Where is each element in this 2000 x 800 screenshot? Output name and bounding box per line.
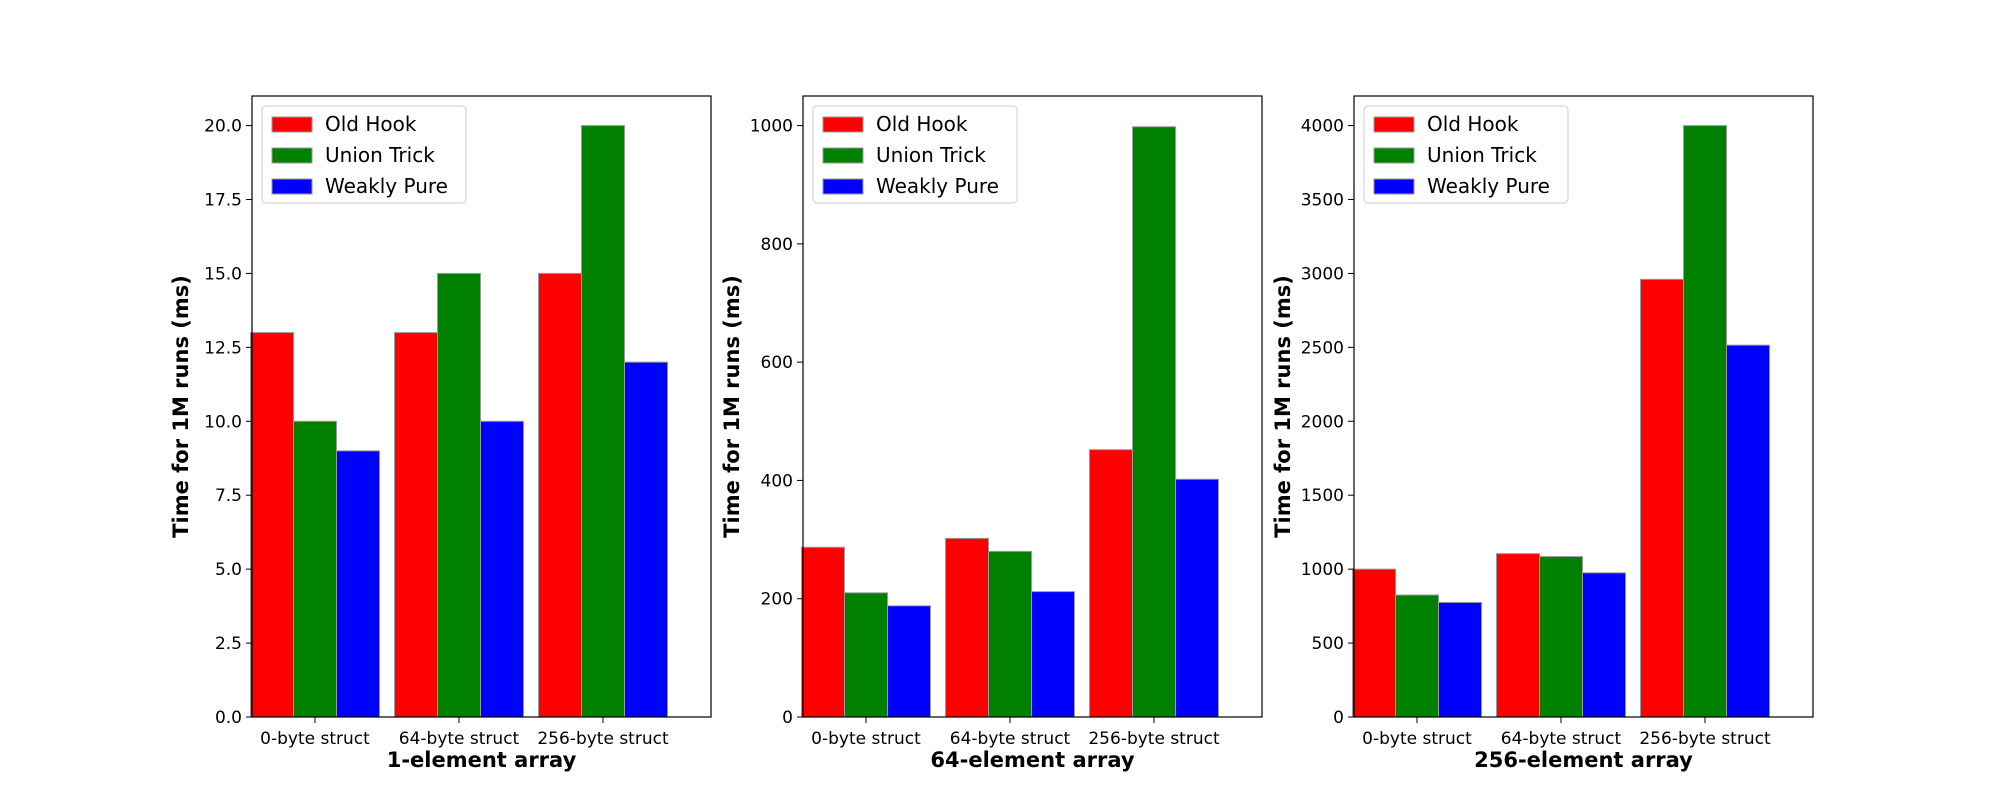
bar-old-hook-1 <box>250 332 294 718</box>
legend-entry: Old Hook <box>325 112 417 136</box>
y-tick-label: 0.0 <box>215 708 242 728</box>
y-tick-label: 1000 <box>750 117 793 137</box>
bar-old-hook-3 <box>538 272 582 718</box>
y-tick-label: 1000 <box>1301 560 1344 580</box>
y-tick-label: 200 <box>761 590 793 610</box>
legend-swatch <box>1373 178 1415 195</box>
y-tick-label: 17.5 <box>204 191 242 211</box>
axes-frame <box>251 95 712 718</box>
bar-weakly-pure-1 <box>336 450 380 718</box>
y-tick-label: 5.0 <box>215 560 242 580</box>
y-tick-label: 2.5 <box>215 634 242 654</box>
bar-weakly-pure-1 <box>1438 601 1482 718</box>
subplot-2: 0-byte struct 64-byte struct 256-byte stru… <box>720 95 1263 772</box>
subplot-1: 0-byte struct 64-byte struct 256-byte stru… <box>169 95 712 772</box>
bar-weakly-pure-3 <box>1726 344 1770 718</box>
x-tick-label: 64-byte struct <box>1501 729 1622 749</box>
y-axis-label: Time for 1M runs (ms) <box>1271 275 1295 538</box>
legend-entry: Old Hook <box>876 112 968 136</box>
x-axis-label: 64-element array <box>930 748 1134 772</box>
legend-swatch <box>271 147 313 164</box>
bar-weakly-pure-2 <box>1582 572 1626 718</box>
x-tick-label: 256-byte struct <box>537 729 669 749</box>
legend-entry: Union Trick <box>1427 143 1537 167</box>
bar-old-hook-1 <box>801 546 845 718</box>
x-axis-label: 256-element array <box>1474 748 1693 772</box>
legend-swatch <box>271 178 313 195</box>
x-tick-label: 64-byte struct <box>950 729 1071 749</box>
x-tick-label: 256-byte struct <box>1639 729 1771 749</box>
legend-swatch <box>1373 147 1415 164</box>
legend-entry: Weakly Pure <box>325 174 448 198</box>
y-tick-label: 500 <box>1312 634 1344 654</box>
y-tick-label: 2500 <box>1301 338 1344 358</box>
legend: Old Hook Union Trick Weakly Pure <box>812 105 1018 204</box>
x-tick-label: 64-byte struct <box>399 729 520 749</box>
y-tick-label: 3000 <box>1301 264 1344 284</box>
subplot-3: 0-byte struct 64-byte struct 256-byte stru… <box>1271 95 1814 772</box>
y-tick-label: 600 <box>761 353 793 373</box>
legend-swatch <box>1373 116 1415 133</box>
x-tick-label: 0-byte struct <box>260 729 370 749</box>
legend-box <box>812 105 1018 204</box>
bar-union-trick-2 <box>1539 556 1583 718</box>
x-tick-label: 0-byte struct <box>1362 729 1472 749</box>
y-axis-label: Time for 1M runs (ms) <box>169 275 193 538</box>
legend-box <box>261 105 467 204</box>
legend-swatch <box>822 178 864 195</box>
bar-union-trick-2 <box>988 550 1032 718</box>
legend-entry: Weakly Pure <box>876 174 999 198</box>
legend-entry: Old Hook <box>1427 112 1519 136</box>
legend: Old Hook Union Trick Weakly Pure <box>261 105 467 204</box>
bar-old-hook-2 <box>945 537 989 718</box>
legend-swatch <box>822 116 864 133</box>
bar-old-hook-2 <box>394 332 438 718</box>
x-tick-label: 0-byte struct <box>811 729 921 749</box>
y-tick-label: 2000 <box>1301 412 1344 432</box>
axes-frame <box>802 95 1263 718</box>
axes-frame <box>1353 95 1814 718</box>
bar-union-trick-1 <box>1395 594 1439 718</box>
legend-entry: Union Trick <box>876 143 986 167</box>
y-axis-label: Time for 1M runs (ms) <box>720 275 744 538</box>
bar-old-hook-2 <box>1496 553 1540 718</box>
bar-union-trick-1 <box>293 420 337 718</box>
x-axis-label: 1-element array <box>387 748 577 772</box>
y-tick-label: 4000 <box>1301 117 1344 137</box>
bar-union-trick-2 <box>437 272 481 718</box>
y-tick-label: 12.5 <box>204 338 242 358</box>
bar-weakly-pure-2 <box>1031 591 1075 718</box>
bar-weakly-pure-1 <box>887 605 931 718</box>
bar-union-trick-1 <box>844 592 888 718</box>
legend: Old Hook Union Trick Weakly Pure <box>1363 105 1569 204</box>
legend-box <box>1363 105 1569 204</box>
y-tick-label: 400 <box>761 471 793 491</box>
bar-old-hook-1 <box>1352 568 1396 718</box>
bar-weakly-pure-3 <box>1175 478 1219 718</box>
y-tick-label: 3500 <box>1301 191 1344 211</box>
bar-union-trick-3 <box>581 125 625 718</box>
y-tick-label: 20.0 <box>204 117 242 137</box>
y-tick-label: 7.5 <box>215 486 242 506</box>
y-tick-label: 0 <box>782 708 793 728</box>
y-tick-label: 1500 <box>1301 486 1344 506</box>
y-tick-label: 10.0 <box>204 412 242 432</box>
x-tick-label: 256-byte struct <box>1088 729 1220 749</box>
bar-old-hook-3 <box>1089 449 1133 718</box>
legend-entry: Union Trick <box>325 143 435 167</box>
legend-swatch <box>271 116 313 133</box>
y-tick-label: 15.0 <box>204 264 242 284</box>
legend-entry: Weakly Pure <box>1427 174 1550 198</box>
bar-union-trick-3 <box>1132 126 1176 718</box>
bar-union-trick-3 <box>1683 125 1727 718</box>
legend-swatch <box>822 147 864 164</box>
y-tick-label: 0 <box>1333 708 1344 728</box>
bar-weakly-pure-2 <box>480 420 524 718</box>
bar-weakly-pure-3 <box>624 361 668 718</box>
y-tick-label: 800 <box>761 235 793 255</box>
bar-old-hook-3 <box>1640 278 1684 718</box>
